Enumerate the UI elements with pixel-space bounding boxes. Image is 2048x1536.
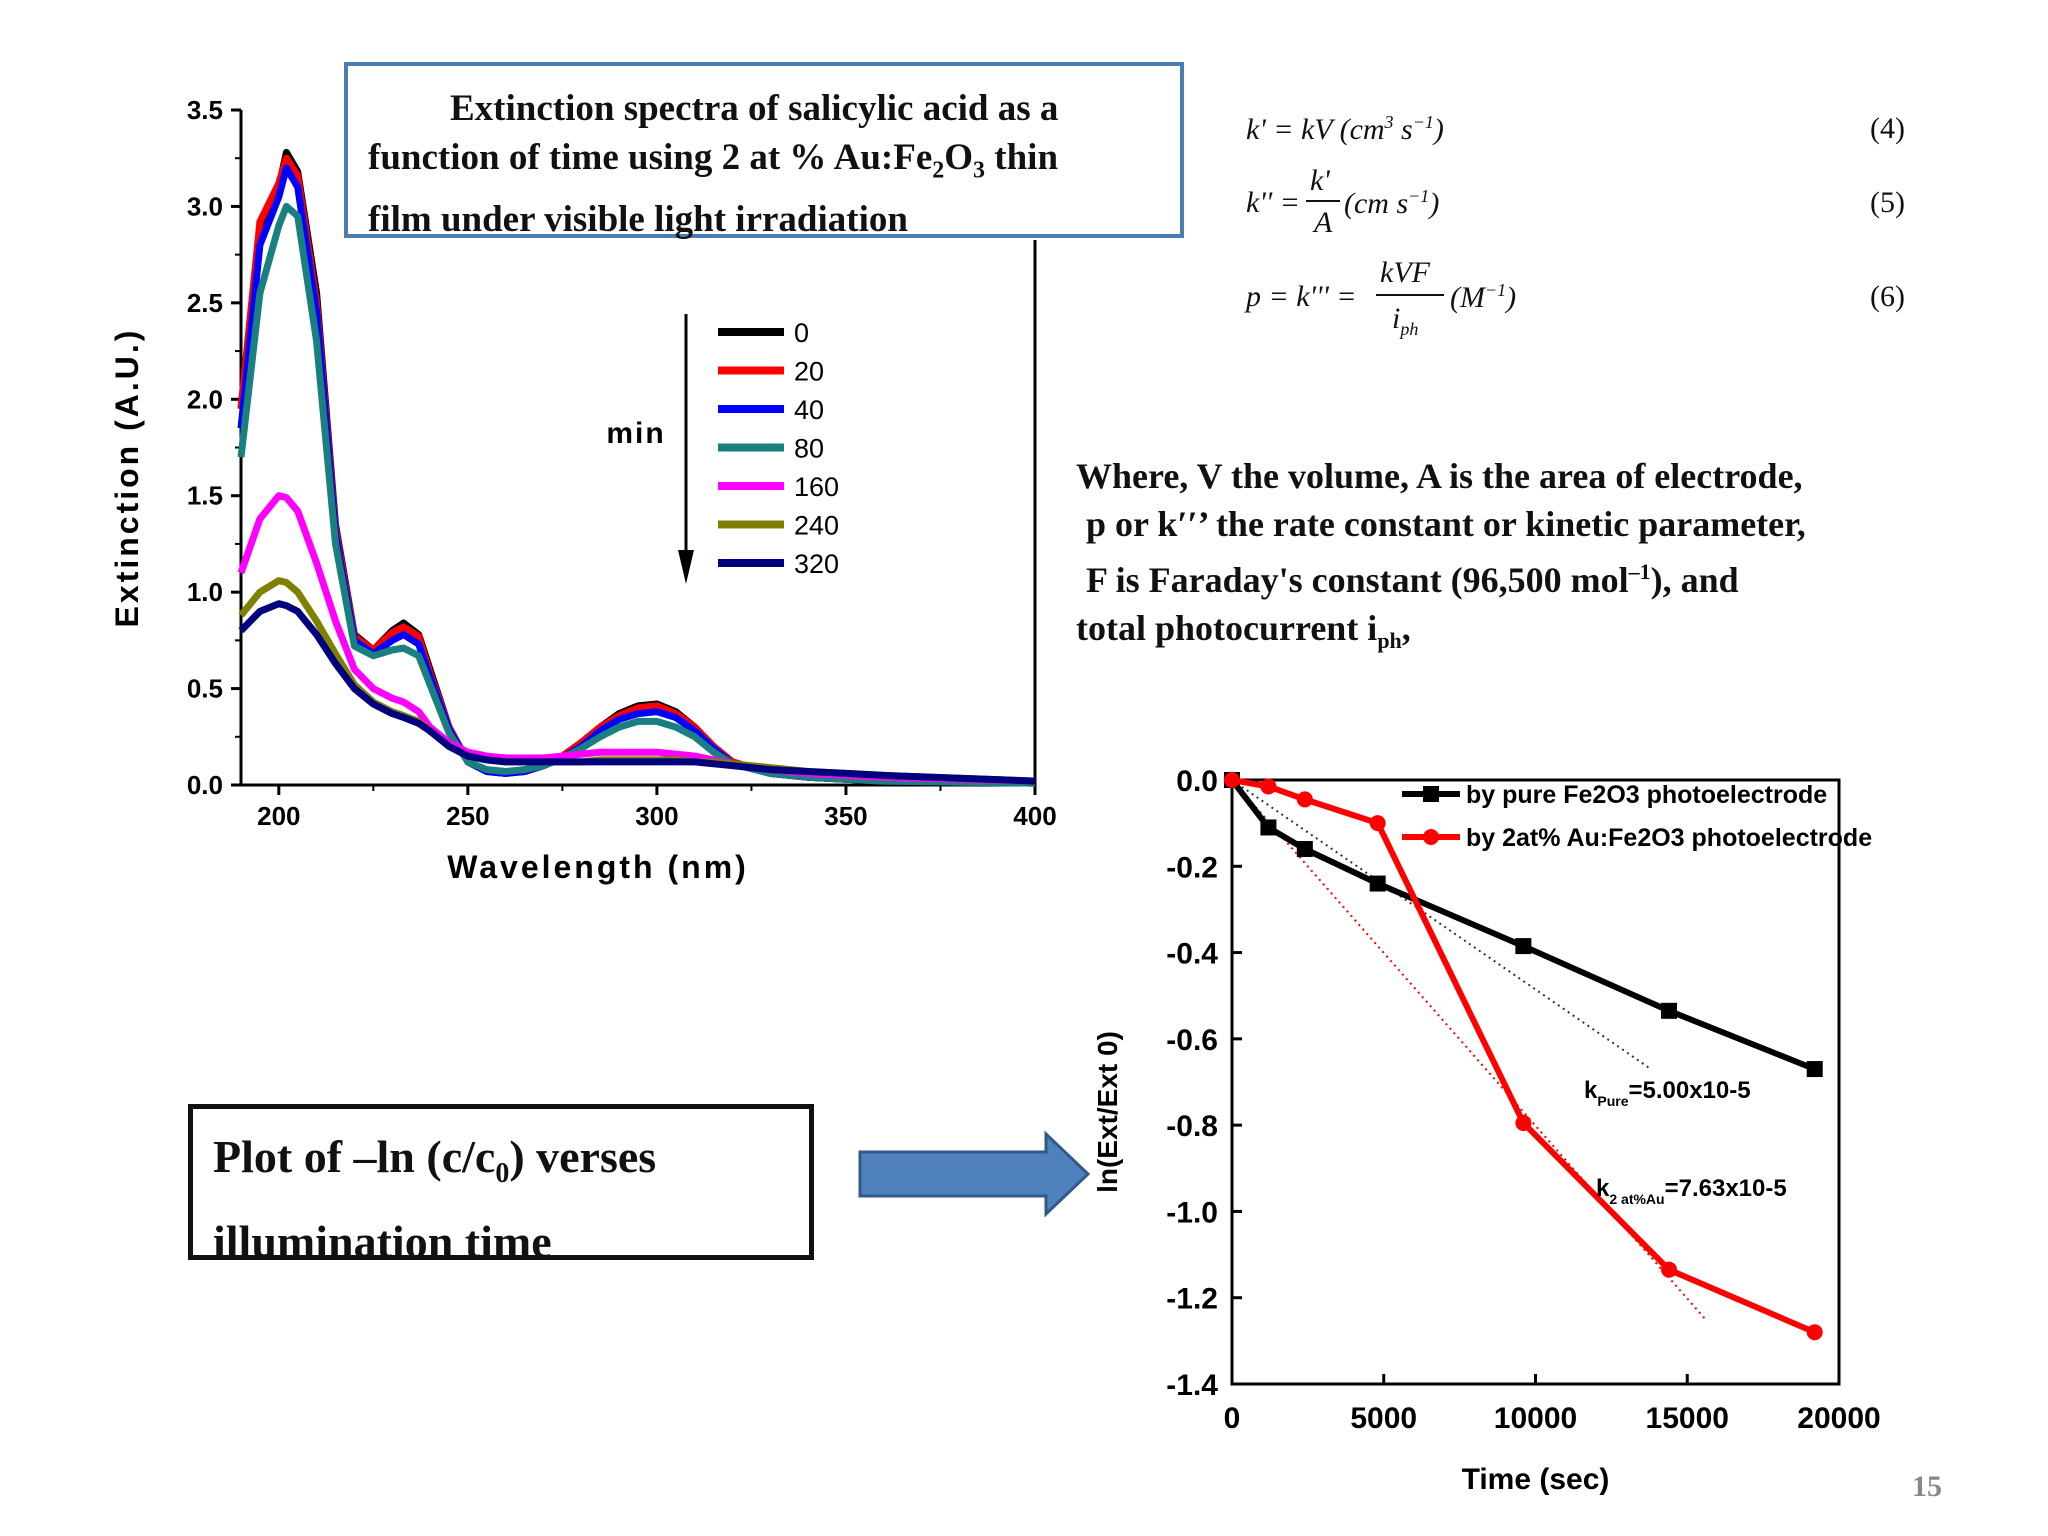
legend-marker-1 [1423, 829, 1439, 845]
series-1-point [1296, 791, 1313, 808]
legend-label-40: 40 [794, 395, 824, 425]
where-line-4: total photocurrent iph, [1076, 608, 1411, 654]
x-tick-label: 15000 [1646, 1402, 1729, 1435]
equation-6-number: (6) [1870, 280, 1905, 313]
title-line-1: Extinction spectra of salicylic acid as … [450, 88, 1059, 129]
x-tick-label: 300 [635, 801, 678, 831]
y-tick-label: -1.0 [1166, 1196, 1218, 1229]
legend-label-20: 20 [794, 357, 824, 387]
where-line-3: F is Faraday's constant (96,500 mol–1), … [1086, 559, 1739, 600]
y-tick-label: 1.0 [187, 577, 223, 607]
y-tick-label: -0.4 [1166, 938, 1218, 971]
y-tick-label: 3.5 [187, 95, 223, 125]
series-0-point [1661, 1002, 1678, 1019]
kinetics-chart: 0.0 -0.2 -0.4 -0.6 -0.8 -1.0 -1.2 -1.40 5000 1000… [1092, 765, 1881, 1496]
x-tick-label: 0 [1224, 1402, 1241, 1435]
series-1-point [1515, 1114, 1532, 1131]
x-tick-label: 200 [257, 801, 300, 831]
series-0-point [1296, 841, 1313, 858]
y-tick-label: 2.0 [187, 384, 223, 414]
legend-label-240: 240 [794, 511, 839, 541]
y-tick-label: 0.0 [187, 770, 223, 800]
x-tick-label: 350 [824, 801, 867, 831]
legend-label-0: by pure Fe2O3 photoelectrode [1466, 781, 1827, 809]
rate-constant-label-1: k2 at%Au=7.63x10-5 [1596, 1175, 1787, 1207]
y-tick-label: 2.5 [187, 288, 223, 318]
y-tick-label: 0.5 [187, 674, 223, 704]
spectra-title-box: Extinction spectra of salicylic acid as … [344, 62, 1184, 240]
x-tick-label: 20000 [1797, 1402, 1880, 1435]
y-tick-label: -1.2 [1166, 1283, 1218, 1316]
y-tick-label: -0.8 [1166, 1110, 1218, 1143]
y-tick-label: 3.0 [187, 191, 223, 221]
plot-box-line-1: Plot of –ln (c/c0) verses [213, 1131, 657, 1190]
plot-description-box: Plot of –ln (c/c0) verses illumination t… [188, 1104, 814, 1267]
x-tick-label: 400 [1013, 801, 1056, 831]
series-line-1 [1231, 777, 1816, 1335]
series-0-point [1260, 819, 1277, 836]
legend-label-1: by 2at% Au:Fe2O3 photoelectrode [1466, 824, 1872, 852]
legend-marker-0 [1423, 786, 1439, 802]
series-1-point [1661, 1261, 1678, 1278]
where-line-2: p or k′′’ the rate constant or kinetic p… [1086, 504, 1806, 544]
page-number: 15 [1912, 1470, 1942, 1503]
series-line-320 [238, 600, 1036, 785]
series-0-point [1515, 938, 1532, 955]
series-1-point [1224, 772, 1240, 788]
series-1-point [1260, 778, 1277, 795]
y-tick-label: -1.4 [1166, 1369, 1218, 1402]
legend-label-80: 80 [794, 434, 824, 464]
plot-box-line-2: illumination time [213, 1216, 552, 1268]
where-line-1: Where, V the volume, A is the area of el… [1076, 456, 1803, 496]
title-line-3: film under visible light irradiation [368, 199, 908, 241]
x-tick-label: 250 [446, 801, 489, 831]
rate-constant-label-0: kPure=5.00x10-5 [1584, 1077, 1751, 1109]
y-tick-label: 1.5 [187, 481, 223, 511]
series-0-point [1806, 1061, 1823, 1078]
x-axis-title: Time (sec) [1462, 1463, 1610, 1496]
x-tick-label: 5000 [1350, 1402, 1417, 1435]
legend-label-0: 0 [794, 318, 809, 348]
series-1-point [1369, 815, 1386, 832]
y-tick-label: -0.2 [1166, 851, 1218, 884]
x-tick-label: 10000 [1494, 1402, 1577, 1435]
equation-4-number: (4) [1870, 112, 1905, 145]
y-tick-label: -0.6 [1166, 1024, 1218, 1057]
legend-label-320: 320 [794, 549, 839, 579]
y-axis-title: Extinction (A.U.) [109, 328, 145, 628]
title-line-2: function of time using 2 at % Au:Fe2O3 t… [368, 137, 1059, 184]
y-tick-label: 0.0 [1176, 765, 1218, 798]
series-1-point [1806, 1324, 1823, 1341]
x-axis-title: Wavelength (nm) [447, 849, 749, 885]
time-arrow-head [678, 550, 694, 584]
right-arrow-icon [858, 1130, 1091, 1218]
y-axis-title: ln(Ext/Ext 0) [1092, 1031, 1123, 1193]
fit-line-0 [1231, 779, 1652, 1070]
legend-label-160: 160 [794, 472, 839, 502]
series-0-point [1369, 875, 1386, 892]
time-annotation: min [606, 417, 665, 450]
variable-definitions: Where, V the volume, A is the area of el… [1076, 452, 2016, 665]
equation-5-number: (5) [1870, 186, 1905, 219]
